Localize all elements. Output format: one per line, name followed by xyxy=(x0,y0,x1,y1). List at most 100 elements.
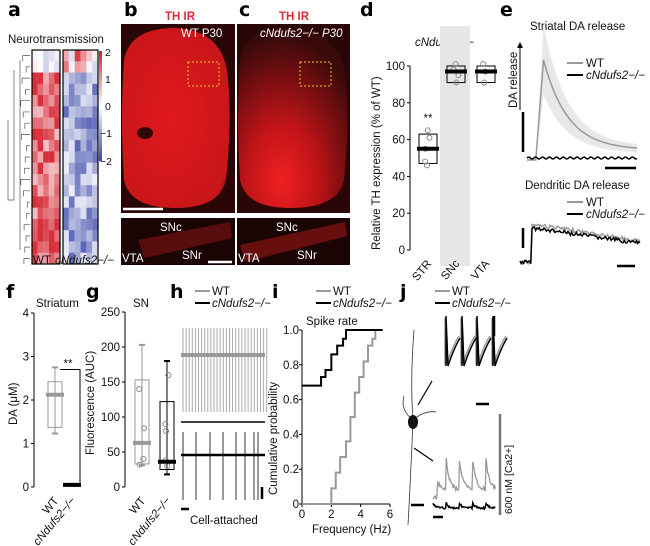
ko-trace xyxy=(519,225,641,266)
heatmap-cell xyxy=(74,196,81,208)
heatmap-cell xyxy=(48,151,55,163)
colorbar-tick: 0 xyxy=(105,101,111,113)
heatmap-cell xyxy=(37,117,44,130)
d-ylabel: Relative TH expression (% of WT) xyxy=(371,76,383,250)
heatmap-cell xyxy=(92,83,99,96)
heatmap-cell xyxy=(32,218,38,231)
heatmap-cell xyxy=(74,106,81,118)
heatmap-cell xyxy=(54,72,61,85)
panel-label-c: c xyxy=(239,0,250,21)
g-ylabel: Fluorescence (AUC) xyxy=(85,351,97,455)
heatmap-cell xyxy=(48,207,55,220)
heatmap-cell xyxy=(68,72,75,85)
heatmap-cell xyxy=(54,162,61,175)
heatmap-cell xyxy=(74,117,81,130)
heatmap-cell xyxy=(37,196,44,208)
heatmap-cell xyxy=(43,230,49,242)
heatmap-cell xyxy=(54,61,61,73)
heatmap-cell xyxy=(54,185,61,197)
x-tick-label: 2 xyxy=(328,509,334,521)
heatmap-cell xyxy=(92,162,99,175)
heatmap-cell xyxy=(92,128,99,141)
heatmap-cell xyxy=(37,241,44,254)
heatmap-cell xyxy=(80,196,87,208)
y-tick-label: 1 xyxy=(23,439,29,451)
snr-label: SNr xyxy=(297,250,317,262)
data-point xyxy=(481,79,488,86)
heatmap-cell xyxy=(63,173,69,186)
heatmap-cell xyxy=(63,95,69,107)
heatmap-cell xyxy=(48,218,55,231)
heatmap-cell xyxy=(37,207,44,220)
x-tick-label: 0 xyxy=(299,509,305,521)
arrow-up-icon xyxy=(517,42,523,48)
heatmap-cell xyxy=(32,173,38,186)
data-point xyxy=(136,386,143,392)
heatmap-cell xyxy=(32,252,38,265)
heatmap-cell xyxy=(32,151,38,163)
ko-striatum-section xyxy=(238,28,348,208)
legend-ko: cNdufs2−/− xyxy=(452,298,511,310)
heatmap-cell xyxy=(86,196,93,208)
heatmap-cell xyxy=(68,185,75,197)
heatmap-cell xyxy=(74,50,81,62)
heatmap-cell xyxy=(32,61,38,73)
data-point xyxy=(452,61,459,68)
heatmap-cell xyxy=(63,106,69,118)
panel-label-b: b xyxy=(124,0,138,21)
heatmap-cell xyxy=(92,218,99,231)
y-tick-label: 80 xyxy=(392,98,405,110)
heatmap-cell xyxy=(54,95,61,107)
heatmap-cell xyxy=(86,106,93,118)
heatmap-cell xyxy=(32,140,38,152)
heatmap-cell xyxy=(37,61,44,73)
y-tick-label: 1.0 xyxy=(283,325,299,337)
heatmap-cell xyxy=(37,50,44,62)
colorbar-tick: −1 xyxy=(100,128,112,140)
data-point xyxy=(480,61,487,68)
y-tick-label: 2 xyxy=(23,395,29,407)
heatmap-cell xyxy=(37,128,44,141)
heatmap-cell xyxy=(74,83,81,96)
heatmap-cell xyxy=(48,95,55,107)
heatmap-cell xyxy=(74,72,81,85)
heatmap-ko-frame xyxy=(62,49,99,265)
significance-marker: ** xyxy=(64,358,73,370)
legend-wt: WT xyxy=(333,286,351,298)
g-title: SN xyxy=(133,298,149,310)
heatmap-wt-frame xyxy=(31,49,61,265)
y-tick-label: 0 xyxy=(23,482,29,494)
e-title-top: Striatal DA release xyxy=(530,21,625,33)
f-title: Striatum xyxy=(36,298,79,310)
heatmap-cell xyxy=(63,83,69,96)
heatmap-cell xyxy=(68,252,75,265)
neuron-image xyxy=(402,329,437,526)
panel-label-a: a xyxy=(8,0,21,21)
heatmap-cell xyxy=(43,117,49,130)
panel-label-d: d xyxy=(360,0,374,21)
y-tick-label: 100 xyxy=(386,61,405,73)
vta-label: VTA xyxy=(238,253,260,265)
heatmap-cell xyxy=(80,185,87,197)
data-point xyxy=(136,461,143,468)
heatmap-cell xyxy=(54,106,61,118)
heatmap-cell xyxy=(32,106,38,118)
heatmap-cell xyxy=(74,95,81,107)
heatmap-cell xyxy=(54,196,61,208)
heatmap-cell xyxy=(43,185,49,197)
heatmap-cell xyxy=(63,252,69,265)
y-tick-label: 3 xyxy=(23,352,29,364)
heatmap-cell xyxy=(80,252,87,265)
heatmap-cell xyxy=(74,230,81,242)
heatmap-cell xyxy=(80,162,87,175)
y-tick-label: 0 xyxy=(293,499,299,511)
heatmap-cell xyxy=(32,207,38,220)
box xyxy=(47,381,63,428)
heatmap-cell xyxy=(63,151,69,163)
heatmap-cell xyxy=(32,128,38,141)
heatmap-cell xyxy=(92,95,99,107)
legend-wt: WT xyxy=(586,58,604,70)
y-tick-label: 50 xyxy=(107,447,120,459)
